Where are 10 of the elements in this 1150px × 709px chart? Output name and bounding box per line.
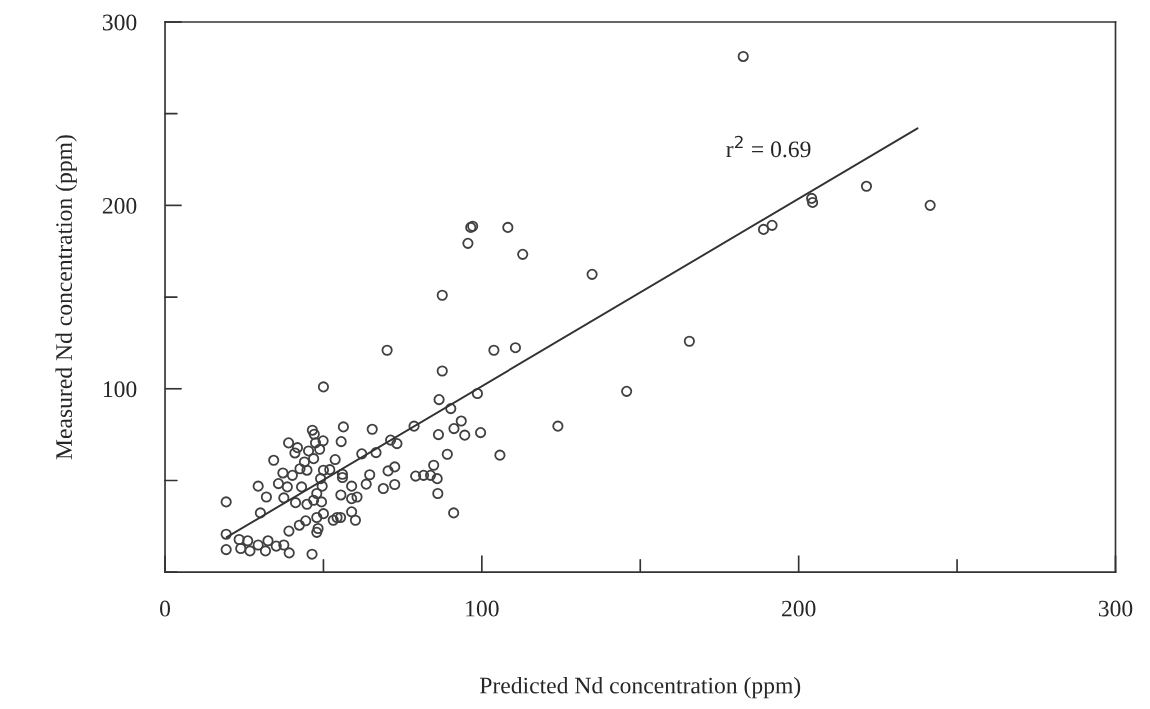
x-tick-label: 100 xyxy=(466,600,499,617)
y-tick-label: 300 xyxy=(102,14,137,31)
y-axis-title: Measured Nd concentration (ppm) xyxy=(55,135,77,460)
x-tick-label: 200 xyxy=(782,600,816,617)
x-tick-label: 300 xyxy=(1098,600,1133,617)
x-tick-label: 0 xyxy=(160,600,171,617)
y-tick-label: 200 xyxy=(102,197,137,214)
x-axis-title: Predicted Nd concentration (ppm) xyxy=(479,676,801,699)
annotation: r$^{2}$ = 0.69 xyxy=(726,135,811,158)
y-tick-label: 100 xyxy=(103,381,137,398)
